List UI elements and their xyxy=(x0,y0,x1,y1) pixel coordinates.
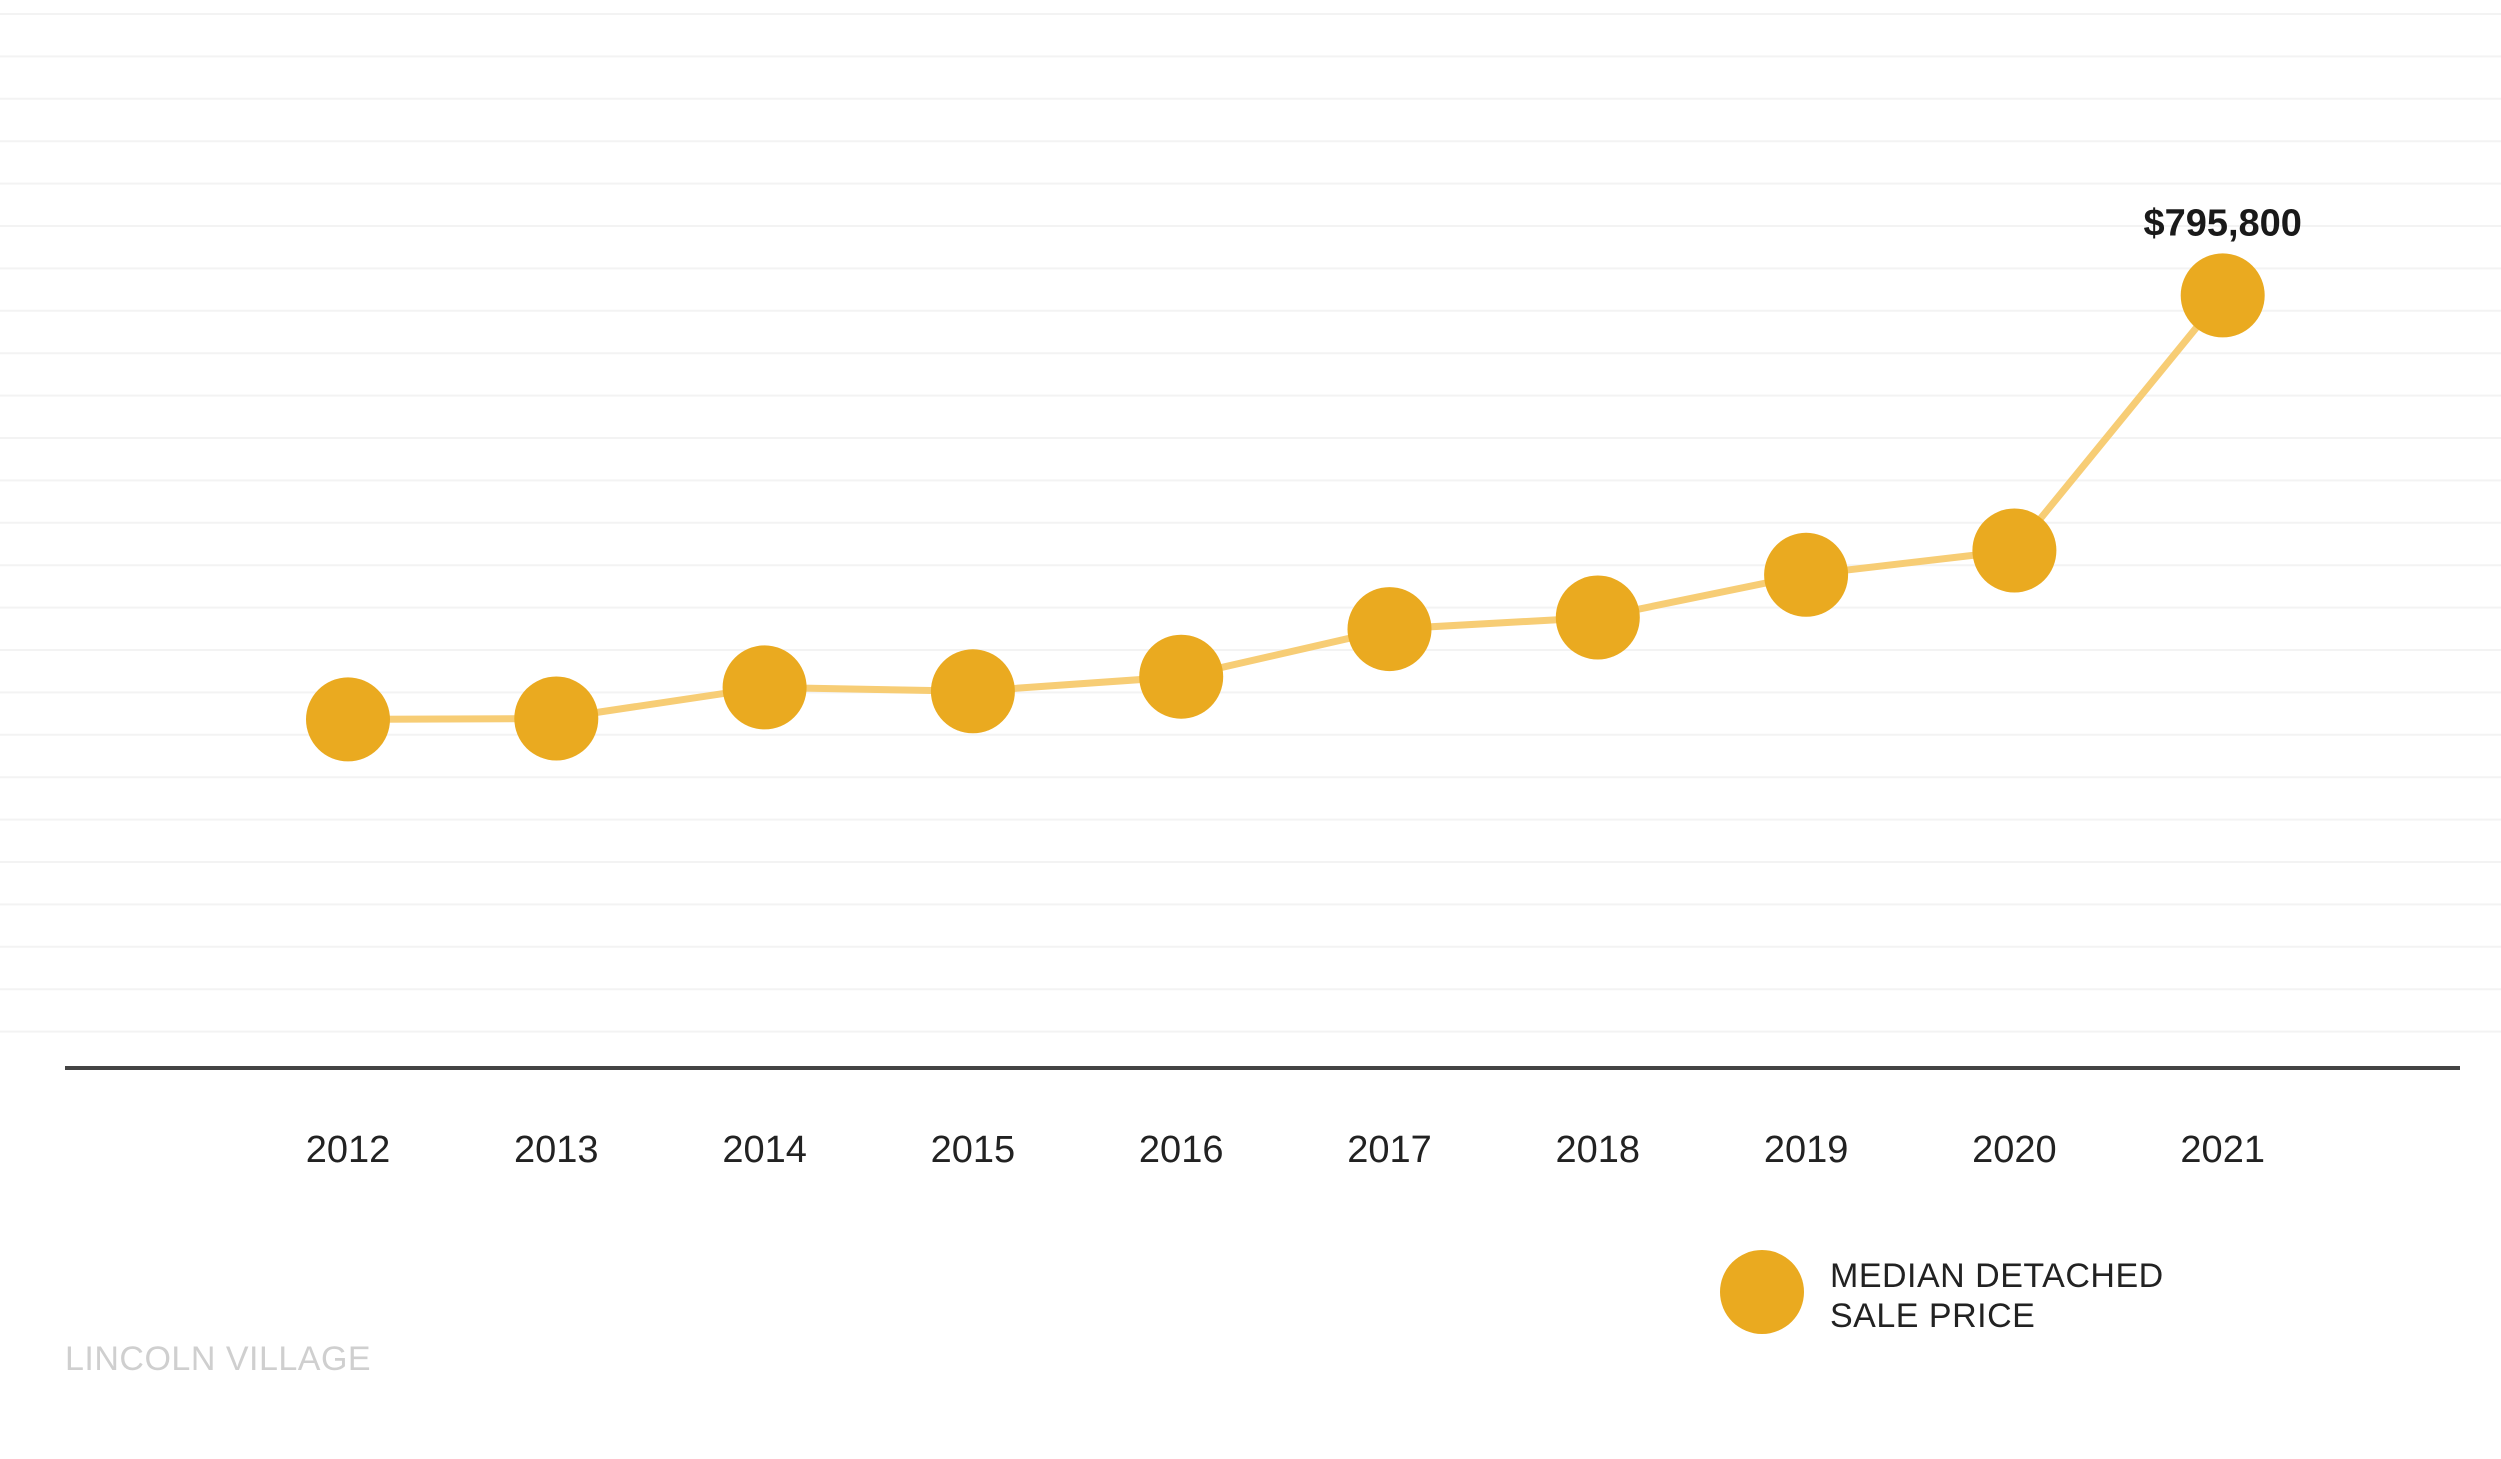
data-point xyxy=(1555,575,1640,660)
x-tick-label: 2015 xyxy=(931,1129,1016,1171)
data-point xyxy=(1764,532,1849,617)
x-tick-label: 2017 xyxy=(1347,1129,1432,1171)
data-point xyxy=(1347,587,1432,672)
data-label: $795,800 xyxy=(2143,202,2302,244)
series-line xyxy=(347,293,2226,723)
x-tick-label: 2020 xyxy=(1972,1129,2057,1171)
data-point xyxy=(722,645,807,730)
legend-label-line-1: MEDIAN DETACHED xyxy=(1830,1257,2164,1295)
data-point xyxy=(930,649,1015,734)
legend: MEDIAN DETACHED SALE PRICE xyxy=(1720,1250,2164,1335)
x-tick-labels: 2012 2013 2014 2015 2016 2017 2018 2019 2020 2021 xyxy=(306,1129,2265,1171)
x-tick-label: 2013 xyxy=(514,1129,599,1171)
watermark: LINCOLN VILLAGE xyxy=(65,1340,371,1378)
x-tick-label: 2018 xyxy=(1556,1129,1641,1171)
x-tick-label: 2021 xyxy=(2180,1129,2265,1171)
data-point xyxy=(1972,508,2057,593)
series-points xyxy=(306,253,2265,762)
x-tick-label: 2019 xyxy=(1764,1129,1849,1171)
grid-lines xyxy=(0,13,2501,1033)
x-tick-label: 2012 xyxy=(306,1129,391,1171)
legend-label-line-2: SALE PRICE xyxy=(1830,1297,2035,1335)
legend-marker xyxy=(1720,1250,1804,1334)
x-tick-label: 2016 xyxy=(1139,1129,1224,1171)
data-point xyxy=(1139,634,1224,719)
data-point xyxy=(306,677,390,762)
x-tick-label: 2014 xyxy=(722,1129,807,1171)
series-line-layer xyxy=(347,293,2226,723)
data-point xyxy=(2180,253,2265,338)
data-labels: $795,800 xyxy=(2143,202,2302,244)
data-point xyxy=(514,676,599,761)
